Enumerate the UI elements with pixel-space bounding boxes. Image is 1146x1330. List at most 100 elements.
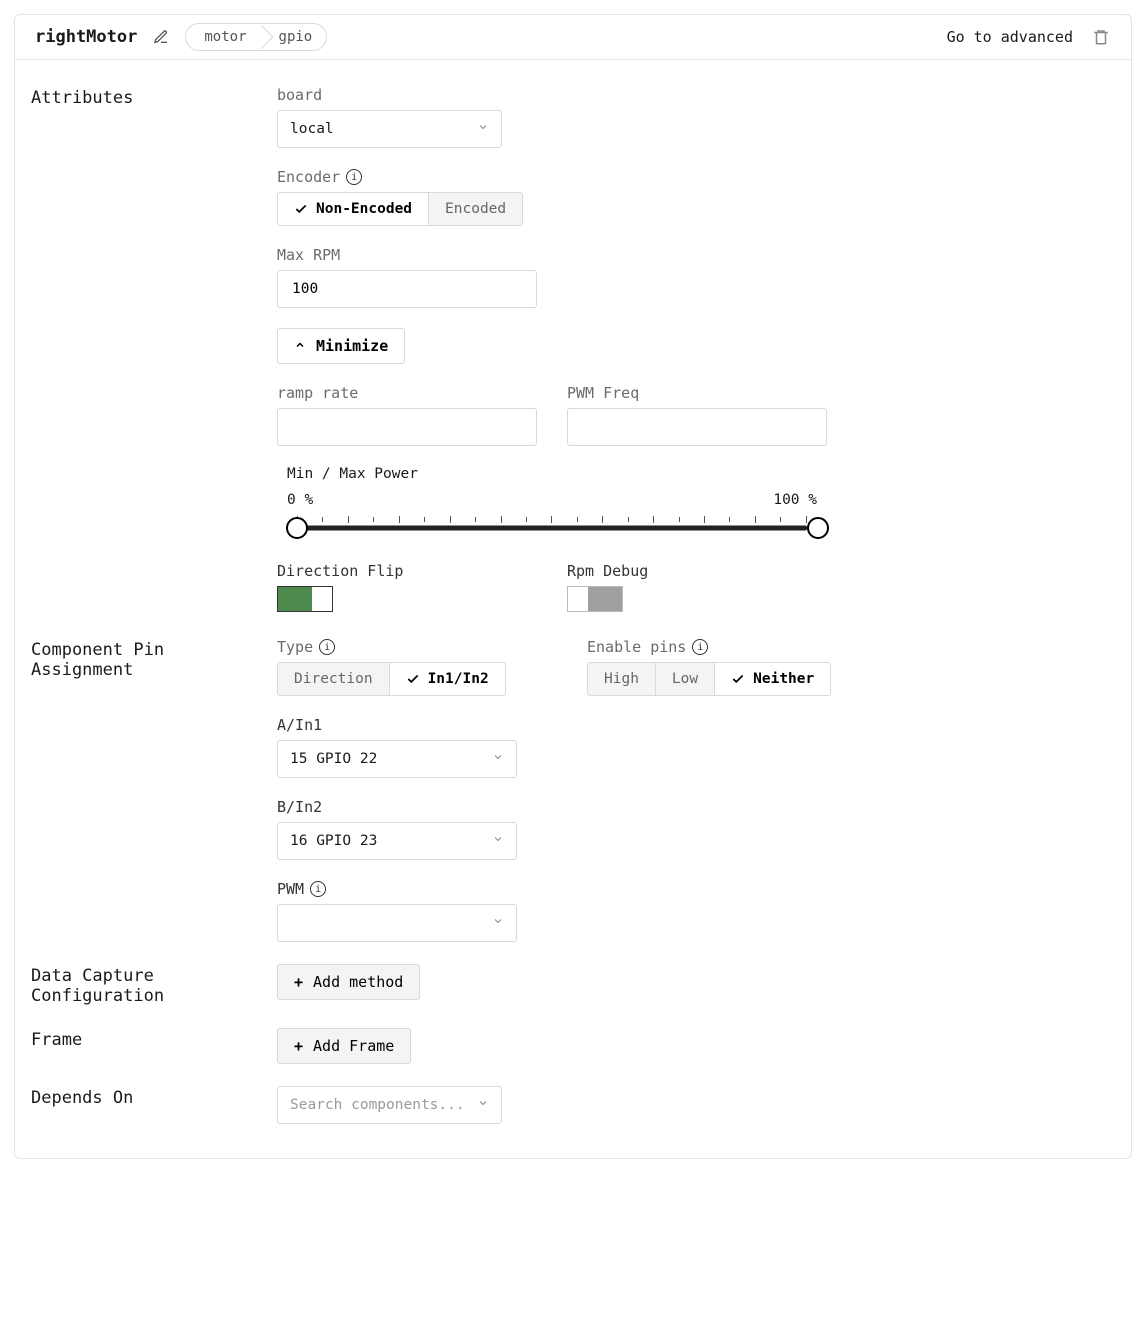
encoder-encoded-button[interactable]: Encoded — [429, 192, 523, 226]
add-method-button[interactable]: + Add method — [277, 964, 420, 1000]
check-icon — [406, 672, 420, 686]
slider-ends: 0 % 100 % — [287, 492, 817, 508]
chevron-up-icon — [294, 337, 306, 355]
field-ramp-rate: ramp rate — [277, 384, 557, 446]
minimize-row: Minimize — [277, 328, 1115, 364]
rpm-debug-toggle[interactable] — [567, 586, 623, 612]
row-ramp-pwm: ramp rate PWM Freq — [277, 384, 1115, 446]
b-in2-select[interactable]: 16 GPIO 23 — [277, 822, 517, 860]
breadcrumb-item[interactable]: gpio — [261, 24, 327, 50]
field-type: Type i Direction In1/In2 — [277, 638, 577, 696]
encoder-segmented: Non-Encoded Encoded — [277, 192, 523, 226]
section-frame: Frame + Add Frame — [31, 1028, 1115, 1064]
field-enable-pins: Enable pins i High Low — [587, 638, 887, 696]
a-in1-value: 15 GPIO 22 — [290, 751, 377, 767]
section-attributes: Attributes board local Encoder — [31, 86, 1115, 616]
header-right: Go to advanced — [947, 27, 1111, 47]
header-left: rightMotor motor gpio — [35, 23, 327, 51]
label-board: board — [277, 86, 1115, 104]
enable-segmented: High Low Neither — [587, 662, 831, 696]
section-component-pin: Component Pin Assignment Type i Directio… — [31, 638, 1115, 942]
field-rpm-debug: Rpm Debug — [567, 562, 847, 616]
row-flip-debug: Direction Flip Rpm Debug — [277, 562, 1115, 616]
encoder-non-encoded-button[interactable]: Non-Encoded — [277, 192, 429, 226]
label-direction-flip: Direction Flip — [277, 562, 557, 580]
type-in1in2-button[interactable]: In1/In2 — [390, 662, 506, 696]
field-max-rpm: Max RPM — [277, 246, 1115, 308]
label-max-rpm: Max RPM — [277, 246, 1115, 264]
label-rpm-debug: Rpm Debug — [567, 562, 847, 580]
card-body: Attributes board local Encoder — [15, 60, 1131, 1158]
check-icon — [294, 202, 308, 216]
enable-low-button[interactable]: Low — [656, 662, 715, 696]
check-icon — [731, 672, 745, 686]
pwm-freq-input-field[interactable] — [580, 418, 814, 436]
board-select-value: local — [290, 121, 334, 137]
component-title: rightMotor — [35, 27, 137, 47]
add-frame-button[interactable]: + Add Frame — [277, 1028, 411, 1064]
row-type-enable: Type i Direction In1/In2 — [277, 638, 1115, 696]
field-a-in1: A/In1 15 GPIO 22 — [277, 716, 1115, 778]
section-title-data-capture: Data Capture Configuration — [31, 964, 267, 1006]
chevron-down-icon — [492, 751, 504, 767]
pwm-select[interactable] — [277, 904, 517, 942]
info-icon[interactable]: i — [346, 169, 362, 185]
slider-line — [297, 526, 807, 531]
plus-icon: + — [294, 1037, 303, 1055]
label-type: Type i — [277, 638, 577, 656]
chevron-down-icon — [477, 121, 489, 137]
field-b-in2: B/In2 16 GPIO 23 — [277, 798, 1115, 860]
label-pwm-freq: PWM Freq — [567, 384, 847, 402]
direction-flip-toggle[interactable] — [277, 586, 333, 612]
breadcrumb[interactable]: motor gpio — [185, 23, 327, 51]
info-icon[interactable]: i — [310, 881, 326, 897]
chevron-down-icon — [492, 833, 504, 849]
info-icon[interactable]: i — [692, 639, 708, 655]
section-data-capture: Data Capture Configuration + Add method — [31, 964, 1115, 1006]
min-max-power-slider: Min / Max Power 0 % 100 % — [277, 466, 817, 542]
label-ramp-rate: ramp rate — [277, 384, 557, 402]
slider-min-label: 0 % — [287, 492, 313, 508]
pwm-freq-input[interactable] — [567, 408, 827, 446]
board-select[interactable]: local — [277, 110, 502, 148]
slider-handle-max[interactable] — [807, 517, 829, 539]
section-title-component-pin: Component Pin Assignment — [31, 638, 267, 942]
label-enable-pins: Enable pins i — [587, 638, 887, 656]
field-pwm-freq: PWM Freq — [567, 384, 847, 446]
card-header: rightMotor motor gpio Go to advanced — [15, 15, 1131, 60]
section-depends-on: Depends On Search components... — [31, 1086, 1115, 1124]
slider-handle-min[interactable] — [286, 517, 308, 539]
field-pwm: PWM i — [277, 880, 1115, 942]
chevron-down-icon — [492, 915, 504, 931]
slider-ticks — [297, 516, 807, 526]
slider-max-label: 100 % — [773, 492, 817, 508]
go-to-advanced-link[interactable]: Go to advanced — [947, 28, 1073, 46]
minimize-button[interactable]: Minimize — [277, 328, 405, 364]
label-encoder: Encoder i — [277, 168, 1115, 186]
label-pwm: PWM i — [277, 880, 1115, 898]
max-rpm-input-field[interactable] — [290, 280, 524, 298]
ramp-rate-input-field[interactable] — [290, 418, 524, 436]
component-card: rightMotor motor gpio Go to advanced Att… — [14, 14, 1132, 1159]
enable-neither-button[interactable]: Neither — [715, 662, 831, 696]
chevron-down-icon — [477, 1097, 489, 1113]
label-min-max-power: Min / Max Power — [287, 466, 817, 482]
section-title-depends-on: Depends On — [31, 1086, 267, 1124]
field-encoder: Encoder i Non-Encoded Encoded — [277, 168, 1115, 226]
slider-track[interactable] — [287, 514, 817, 542]
section-title-attributes: Attributes — [31, 86, 267, 616]
info-icon[interactable]: i — [319, 639, 335, 655]
trash-icon[interactable] — [1091, 27, 1111, 47]
b-in2-value: 16 GPIO 23 — [290, 833, 377, 849]
depends-on-search[interactable]: Search components... — [277, 1086, 502, 1124]
a-in1-select[interactable]: 15 GPIO 22 — [277, 740, 517, 778]
type-direction-button[interactable]: Direction — [277, 662, 390, 696]
max-rpm-input[interactable] — [277, 270, 537, 308]
enable-high-button[interactable]: High — [587, 662, 656, 696]
type-segmented: Direction In1/In2 — [277, 662, 506, 696]
field-board: board local — [277, 86, 1115, 148]
label-a-in1: A/In1 — [277, 716, 1115, 734]
depends-on-placeholder: Search components... — [290, 1097, 465, 1113]
edit-icon[interactable] — [151, 27, 171, 47]
ramp-rate-input[interactable] — [277, 408, 537, 446]
